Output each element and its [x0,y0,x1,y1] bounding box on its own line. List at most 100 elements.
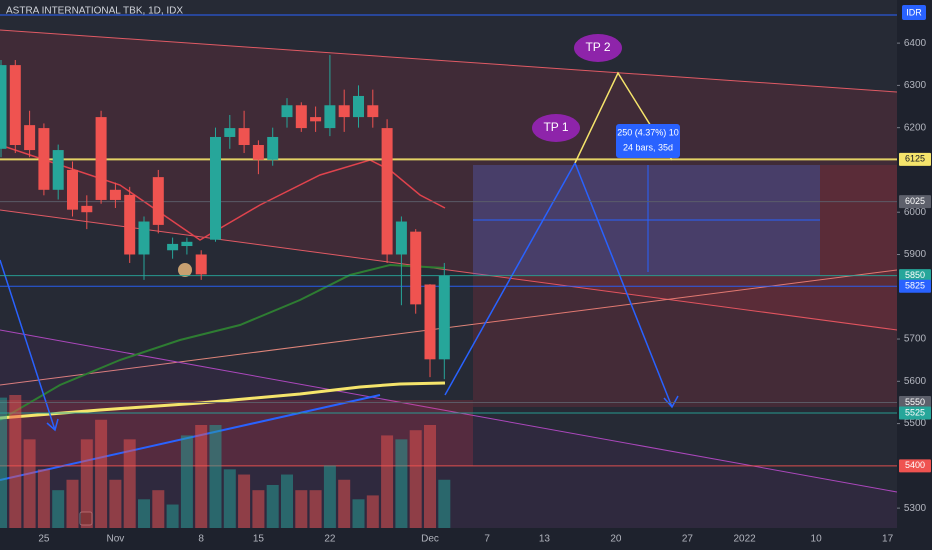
arrow-left-head [46,418,59,432]
candle-body [124,194,136,255]
volume-bar [295,490,308,528]
x-tick-label: Nov [107,534,125,545]
candle-body [210,136,221,240]
volume-bar [409,430,422,528]
x-tick-label: 20 [610,534,622,545]
axis-layer: 6400 6300 6200 6000 5900 5700 5600 5500 5300 25 No… [38,38,931,545]
candle-body [181,241,193,247]
candle-body [338,105,350,118]
candle-body [395,221,407,255]
candle-body [438,275,450,360]
x-tick-label: 15 [253,534,265,545]
volume-bar [152,490,165,528]
x-tick-label: 10 [811,534,823,545]
y-tick-label: 6200 [904,122,927,133]
candle-body [310,117,322,122]
volume-bar [23,439,36,528]
volume-bar [223,469,236,528]
tp1-bubble [532,114,580,142]
marks [0,54,897,528]
candle-body [0,65,7,149]
arrow-down [574,162,673,408]
volume-bar [66,479,79,528]
volume-bar [195,424,208,528]
volume-bar [80,439,93,528]
dividend-icon [178,263,192,277]
tp1-label: TP 1 [543,120,568,134]
x-tick-label: 8 [198,534,204,545]
volume-bar [9,395,22,528]
currency: IDR [906,7,922,17]
purple-line [0,329,898,493]
volume-bar [109,479,122,528]
volume-bar [95,419,108,528]
candle-body [424,284,436,360]
price-label: 5825 [905,281,925,291]
price-label-box [899,279,931,293]
x-tick-label: 25 [38,534,50,545]
volume-bar [309,490,322,528]
price-label-box [899,406,931,420]
price-label: 6125 [905,154,925,164]
price-label-box [899,395,931,409]
candle-body [95,117,107,200]
price-label: 5850 [905,270,925,280]
volume-bar [252,490,265,528]
volume-bar [438,479,451,528]
volume-bar [37,469,50,528]
y-tick-label: 6300 [904,80,927,91]
y-tick-label: 5600 [904,376,927,387]
chart-title: ASTRA INTERNATIONAL TBK, 1D, IDX [6,6,183,17]
volume-bar [381,435,394,528]
candle-body [353,95,364,118]
volume-bar [266,484,279,528]
tp2-label: TP 2 [585,40,610,54]
info-line-1: 250 (4.37%) 10 [617,127,679,137]
candle-body [138,221,150,255]
y-tick-label: 6000 [904,207,927,218]
volume-bar [0,397,7,528]
candle-body [109,189,121,200]
x-tick-label: 22 [324,534,336,545]
volume-bar [395,439,408,528]
channel-fill [0,30,897,330]
volume-bar [138,499,150,528]
volume-bar [281,474,293,528]
candle-body [24,125,36,151]
price-label: 5525 [905,407,925,417]
candle-body [224,128,236,137]
candle-body [167,243,179,251]
info-line-2: 24 bars, 35d [623,142,673,152]
candle-body [410,231,422,305]
y-tick-label: 5700 [904,334,927,345]
volume-bar [52,490,65,528]
candle-body [52,150,64,190]
volume-bar [209,424,222,528]
x-tick-label: 17 [882,534,894,545]
candle-body [381,128,393,255]
ma-short [0,144,446,241]
time-axis [0,528,932,550]
ma-long [0,381,446,420]
candle-body [195,254,207,275]
candle-body [38,128,50,190]
candle-body [238,128,250,145]
volume-bar [323,465,336,528]
price-label: 6025 [905,196,925,206]
y-tick-label: 5300 [904,503,927,514]
candle-body [295,105,307,129]
y-tick-label: 5900 [904,249,927,260]
volume-bar [166,504,179,528]
volume-bar [123,439,136,528]
arrow-head [663,395,679,409]
candle-body [81,205,93,213]
x-tick-label: 13 [539,534,551,545]
forecast-box-right [820,165,897,275]
ma-mid [0,263,446,421]
candle-body [267,136,279,160]
y-tick-label: 5500 [904,418,927,429]
x-tick-label: 2022 [733,534,756,545]
volume-bar [366,495,379,528]
